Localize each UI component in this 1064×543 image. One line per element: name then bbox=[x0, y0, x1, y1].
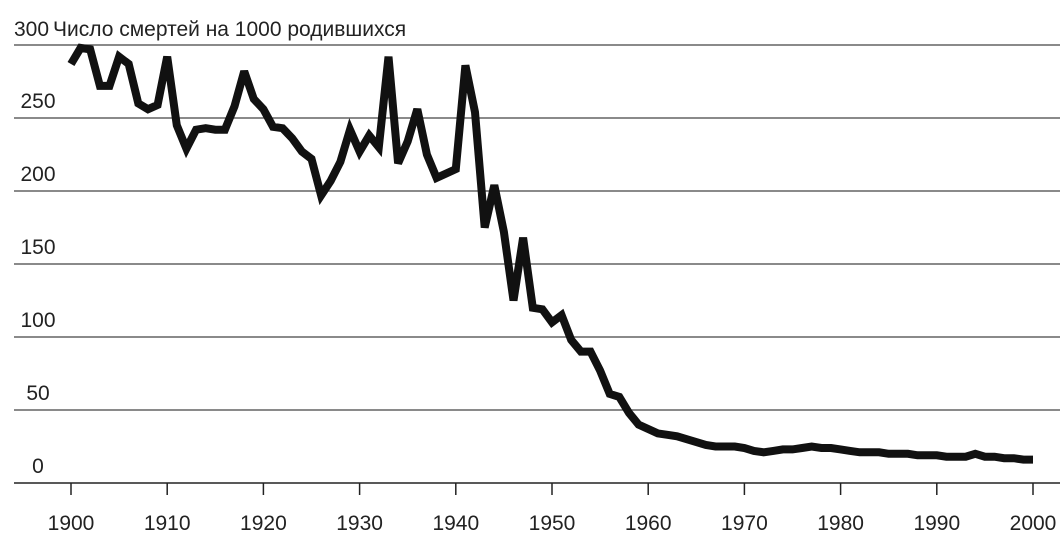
x-tick-label: 1930 bbox=[336, 512, 383, 535]
x-tick-label: 1970 bbox=[721, 512, 768, 535]
y-tick-labels: 0 50 100 150 200 250 300 bbox=[14, 18, 56, 478]
x-tick-label: 1910 bbox=[144, 512, 191, 535]
y-tick-label: 200 bbox=[20, 163, 55, 186]
gridlines bbox=[14, 44, 1060, 411]
y-tick-label: 250 bbox=[20, 90, 55, 113]
x-tick-label: 1990 bbox=[913, 512, 960, 535]
y-tick-label: 100 bbox=[20, 309, 55, 332]
y-tick-label: 50 bbox=[26, 382, 49, 405]
series-line bbox=[67, 43, 1033, 464]
x-tick-label: 1920 bbox=[240, 512, 287, 535]
x-tick-label: 2000 bbox=[1010, 512, 1057, 535]
x-tick-label: 1940 bbox=[432, 512, 479, 535]
x-tick-label: 1950 bbox=[529, 512, 576, 535]
x-tick-label: 1980 bbox=[817, 512, 864, 535]
y-tick-label: 0 bbox=[32, 455, 44, 478]
chart-title: Число смертей на 1000 родившихся bbox=[53, 18, 406, 41]
y-tick-label: 150 bbox=[20, 236, 55, 259]
series-layer bbox=[67, 43, 1033, 464]
x-tick-label: 1900 bbox=[48, 512, 95, 535]
x-tick-label: 1960 bbox=[625, 512, 672, 535]
y-tick-label: 300 bbox=[14, 18, 49, 41]
x-axis: 1900 1910 1920 1930 1940 1950 1960 1970 1980 1990… bbox=[14, 482, 1060, 535]
